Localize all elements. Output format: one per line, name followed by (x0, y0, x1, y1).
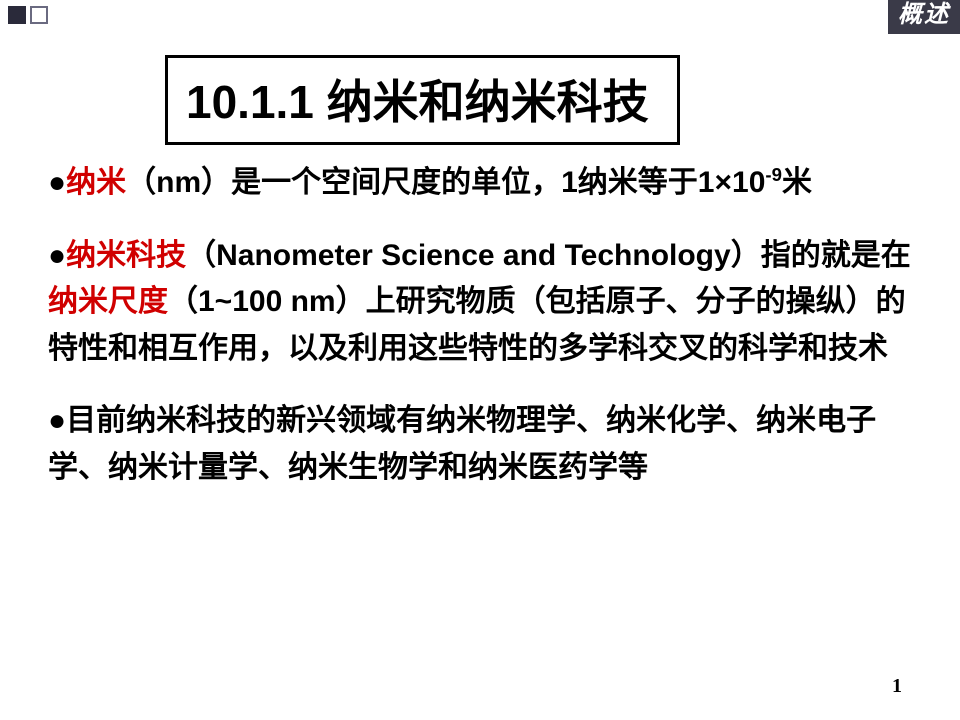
text: （1~100 nm）上研究物质（包括原子、分子的操纵）的特性和相互作用，以及利用… (48, 285, 906, 365)
slide-content: ●纳米（nm）是一个空间尺度的单位，1纳米等于1×10-9米 ●纳米科技（Nan… (48, 160, 912, 517)
term-nanoscale: 纳米尺度 (48, 285, 168, 318)
paragraph-1: ●纳米（nm）是一个空间尺度的单位，1纳米等于1×10-9米 (48, 160, 912, 207)
section-badge: 概述 (888, 0, 960, 34)
bullet: ● (48, 404, 66, 437)
paragraph-3: ●目前纳米科技的新兴领域有纳米物理学、纳米化学、纳米电子学、纳米计量学、纳米生物… (48, 398, 912, 491)
bullet: ● (48, 166, 66, 199)
slide-title: 10.1.1 纳米和纳米科技 (165, 55, 680, 145)
text: （nm）是一个空间尺度的单位，1纳米等于1×10 (126, 166, 765, 199)
term-nanotech: 纳米科技 (66, 239, 186, 272)
text: （Nanometer Science and Technology）指的就是在 (186, 239, 911, 272)
term-nano: 纳米 (66, 166, 126, 199)
superscript: -9 (765, 164, 782, 185)
paragraph-2: ●纳米科技（Nanometer Science and Technology）指… (48, 233, 912, 373)
text: 目前纳米科技的新兴领域有纳米物理学、纳米化学、纳米电子学、纳米计量学、纳米生物学… (48, 404, 876, 484)
bullet: ● (48, 239, 66, 272)
page-number: 1 (892, 675, 902, 698)
square-dark (8, 6, 26, 24)
square-light (30, 6, 48, 24)
corner-decoration (8, 6, 48, 24)
text: 米 (782, 166, 812, 199)
